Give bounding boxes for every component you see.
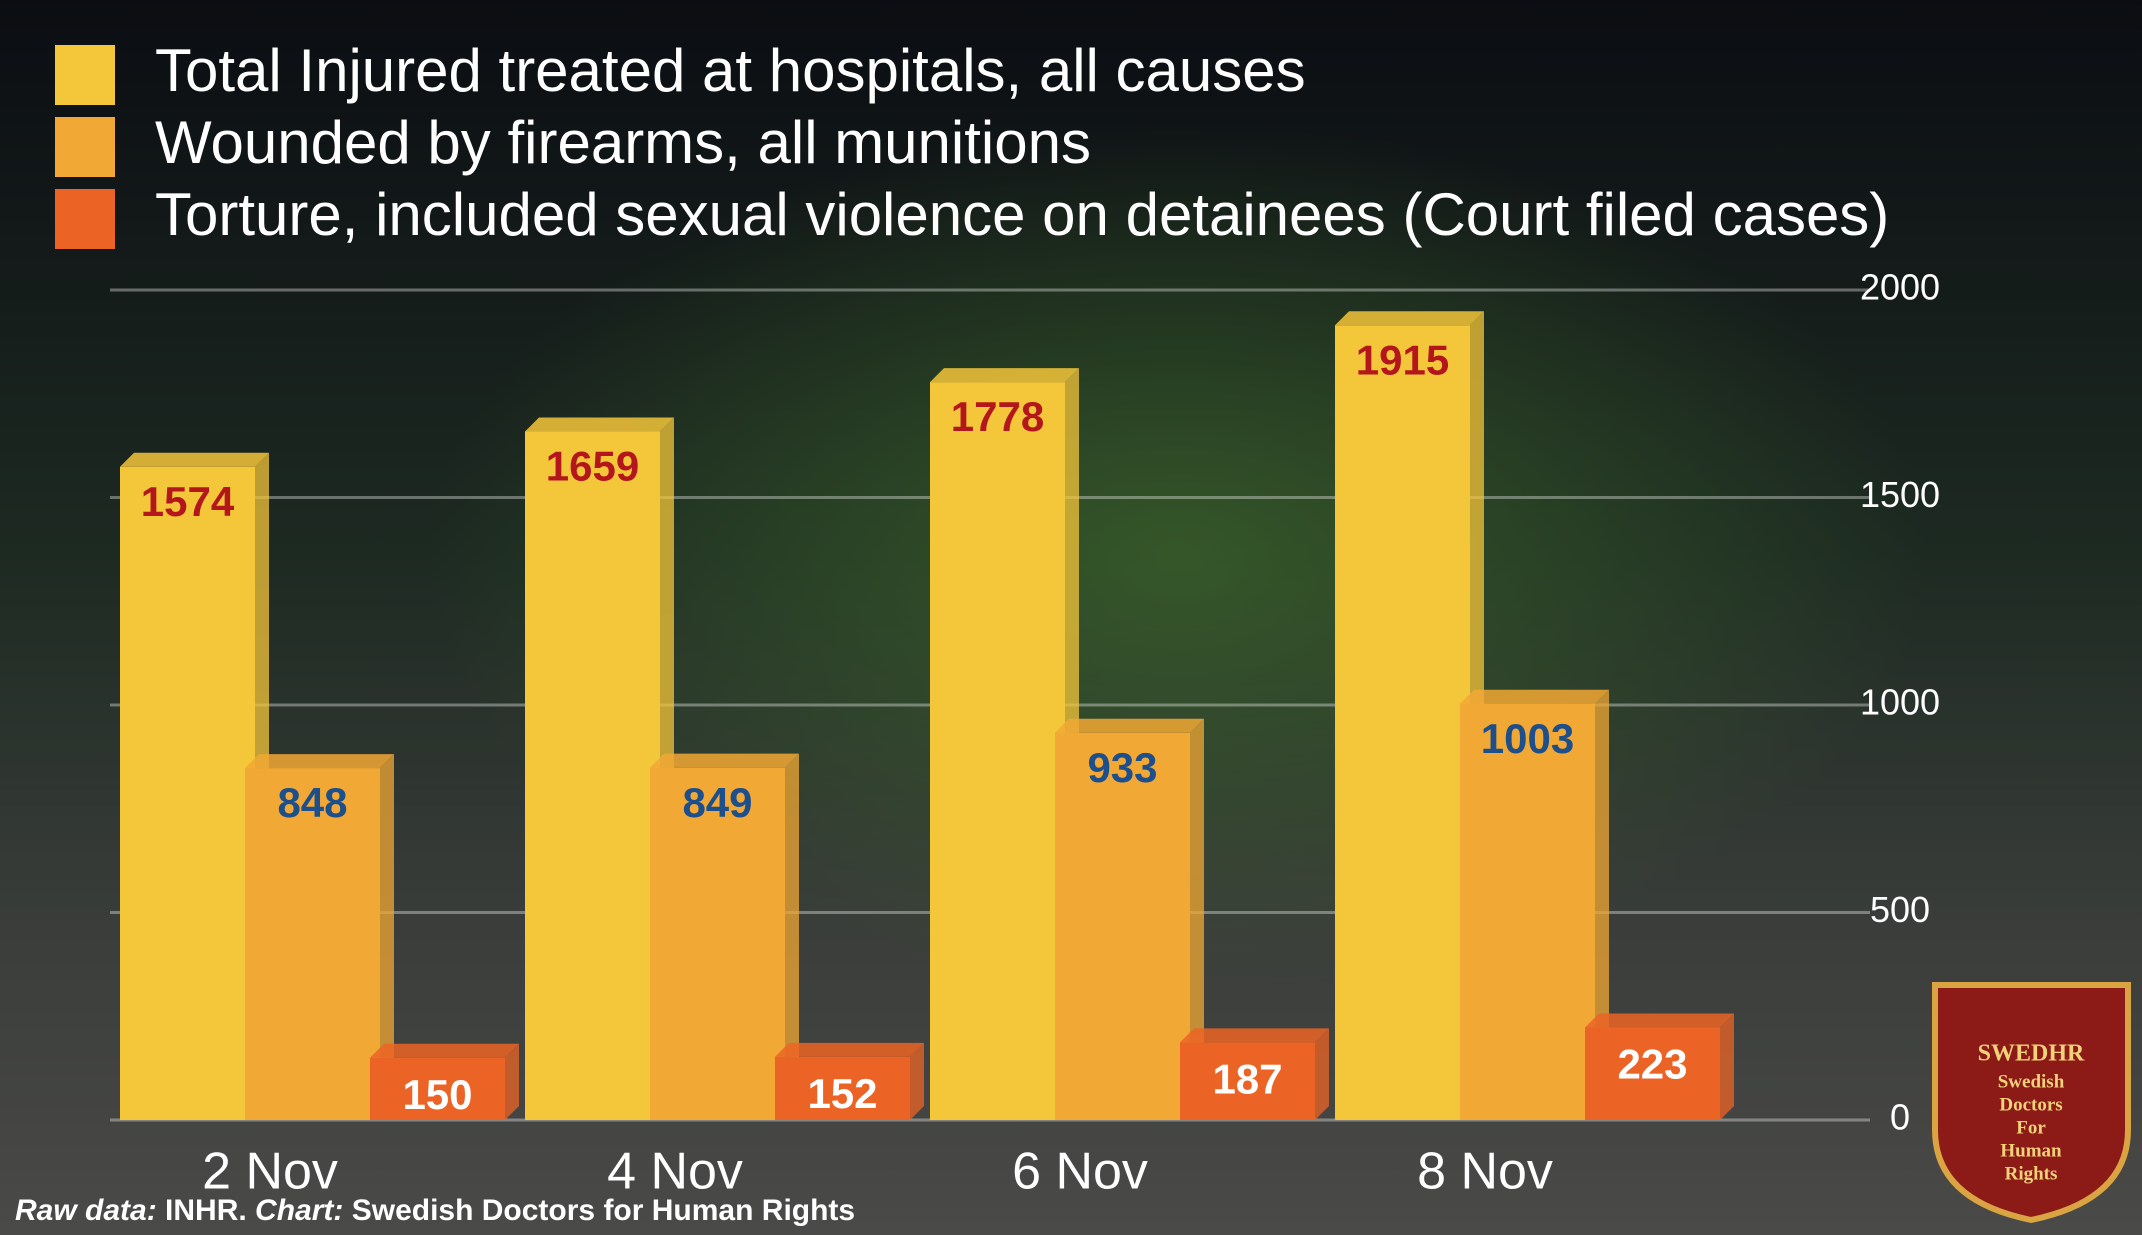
x-tick-label: 4 Nov — [607, 1143, 743, 1201]
legend-label: Total Injured treated at hospitals, all … — [155, 37, 1306, 104]
bar-top — [650, 753, 799, 768]
bar-top — [1180, 1028, 1329, 1043]
data-label: 849 — [682, 779, 752, 826]
source-part: Swedish Doctors for Human Rights — [343, 1194, 855, 1227]
bar — [120, 466, 255, 1120]
logo-line: Doctors — [1999, 1094, 2062, 1115]
legend-label: Wounded by firearms, all munitions — [155, 109, 1091, 176]
bar-top — [1055, 718, 1204, 733]
bar — [1585, 1027, 1720, 1120]
bar — [525, 431, 660, 1120]
bar-top — [525, 417, 674, 432]
legend-swatch — [55, 45, 115, 105]
data-label: 933 — [1087, 744, 1157, 791]
bar — [245, 768, 380, 1120]
bar-top — [775, 1042, 924, 1057]
bar — [370, 1057, 505, 1120]
data-label: 1778 — [951, 393, 1044, 440]
bar-top — [245, 754, 394, 769]
bar-side — [910, 1042, 924, 1120]
bar — [930, 382, 1065, 1120]
bar-top — [930, 368, 1079, 383]
bar-top — [1460, 689, 1609, 704]
source-part: Chart: — [255, 1194, 343, 1227]
logo-line: Human — [2000, 1140, 2062, 1161]
y-tick-label: 500 — [1870, 889, 1930, 930]
bar — [775, 1056, 910, 1120]
bar-top — [1585, 1013, 1734, 1028]
logo-line: For — [2016, 1117, 2046, 1138]
x-tick-label: 6 Nov — [1012, 1143, 1148, 1201]
bar — [650, 767, 785, 1120]
data-label: 1574 — [141, 478, 235, 525]
bar — [1460, 703, 1595, 1120]
bar-top — [370, 1043, 519, 1058]
bar-top — [120, 452, 269, 467]
bar — [1055, 732, 1190, 1120]
legend-swatch — [55, 189, 115, 249]
data-label: 150 — [402, 1071, 472, 1118]
data-label: 223 — [1617, 1041, 1687, 1088]
y-tick-label: 1500 — [1860, 474, 1940, 515]
logo-shield — [1932, 982, 2131, 1224]
data-label: 1659 — [546, 443, 639, 490]
data-label: 187 — [1212, 1055, 1282, 1102]
bar — [1180, 1042, 1315, 1120]
logo-line: Rights — [2005, 1163, 2058, 1184]
bar-side — [1315, 1028, 1329, 1120]
logo-title: SWEDHR — [1978, 1041, 2085, 1067]
bar-side — [1720, 1013, 1734, 1120]
bar-side — [785, 753, 799, 1120]
bar-top — [1335, 311, 1484, 326]
data-label: 1003 — [1481, 715, 1574, 762]
bar-side — [1190, 718, 1204, 1120]
bar-side — [1595, 689, 1609, 1120]
logo-line: Swedish — [1998, 1071, 2065, 1092]
source-part: INHR. — [157, 1194, 255, 1227]
x-tick-label: 8 Nov — [1417, 1143, 1553, 1201]
x-tick-label: 2 Nov — [202, 1143, 338, 1201]
data-label: 848 — [277, 779, 347, 826]
source-note: Raw data: INHR. Chart: Swedish Doctors f… — [15, 1194, 855, 1227]
bar-side — [505, 1043, 519, 1120]
legend-label: Torture, included sexual violence on det… — [155, 181, 1889, 248]
source-part: Raw data: — [15, 1194, 157, 1227]
y-tick-label: 1000 — [1860, 682, 1940, 723]
legend-swatch — [55, 117, 115, 177]
y-tick-label: 2000 — [1860, 267, 1940, 308]
y-tick-label: 0 — [1890, 1097, 1910, 1138]
data-label: 152 — [807, 1070, 877, 1117]
bar-side — [380, 754, 394, 1120]
data-label: 1915 — [1356, 336, 1449, 383]
bar — [1335, 325, 1470, 1120]
